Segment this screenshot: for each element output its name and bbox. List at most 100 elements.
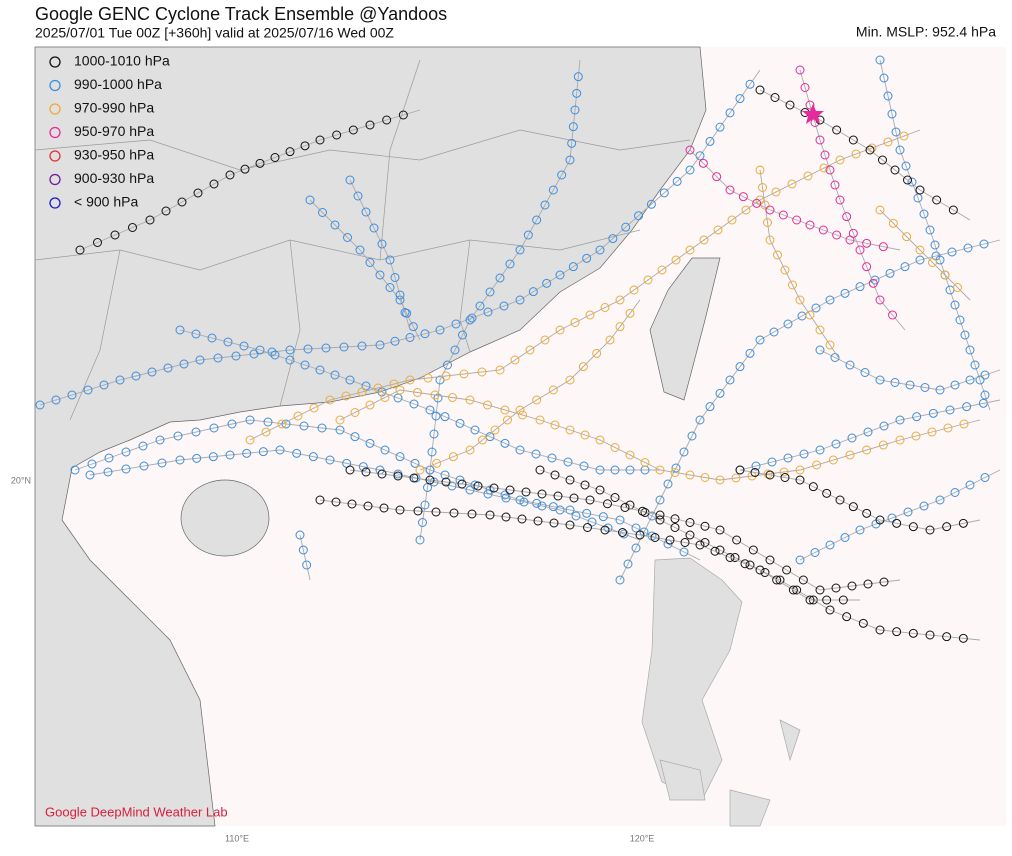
track-point [365, 400, 375, 410]
track-point [465, 315, 475, 325]
track-point [358, 462, 368, 472]
track-point [582, 253, 592, 263]
track-point [568, 122, 578, 132]
track-point [725, 375, 735, 385]
track-point [208, 452, 218, 462]
track-point [348, 125, 358, 135]
track-point [395, 385, 405, 395]
track-point [429, 429, 439, 439]
track-point [570, 318, 580, 327]
track-point [888, 218, 898, 228]
track-point [270, 350, 280, 360]
track-line [349, 469, 901, 591]
track-point [795, 555, 805, 565]
track-point [255, 158, 265, 168]
track-point [838, 595, 848, 605]
track-point [950, 300, 960, 310]
track-point [842, 212, 852, 222]
track-point [341, 391, 351, 401]
track-point [537, 501, 547, 511]
track-point [975, 375, 985, 385]
track-point [335, 415, 345, 425]
track-point [519, 497, 529, 507]
track-point [958, 633, 968, 643]
track-point [911, 431, 921, 441]
track-point [750, 468, 760, 477]
track-point [825, 605, 835, 615]
y-label: 20°N [11, 475, 31, 485]
track-point [900, 262, 910, 272]
track-point [810, 548, 820, 557]
track-point [270, 153, 280, 162]
track-point [615, 515, 625, 525]
track-point [339, 342, 349, 352]
track-point [390, 273, 400, 282]
track-point [350, 432, 360, 442]
track-point [831, 439, 841, 449]
track-point [83, 385, 93, 395]
track-point [70, 465, 80, 475]
border [69, 249, 121, 421]
track-point [887, 109, 897, 119]
track-line [799, 69, 906, 331]
track-point [373, 383, 383, 393]
track-point [343, 233, 352, 242]
track-point [213, 353, 223, 363]
track-point [540, 200, 550, 210]
track-point [899, 131, 909, 141]
track-point [603, 499, 612, 509]
track-point [892, 627, 902, 637]
track-point [295, 530, 305, 540]
track-point [525, 345, 535, 355]
track-point [615, 295, 625, 305]
track-point [685, 518, 695, 527]
track-line [339, 389, 981, 481]
track-line [419, 299, 641, 471]
track-point [277, 419, 287, 429]
track-point [960, 330, 970, 340]
track-point [610, 465, 620, 475]
track-point [475, 301, 485, 311]
track-point [646, 199, 656, 209]
track-point [935, 495, 945, 505]
track-point [650, 533, 660, 542]
subtitle: 2025/07/01 Tue 00Z [+360h] valid at 2025… [35, 25, 394, 41]
track-point [500, 438, 510, 448]
track-point [940, 270, 950, 280]
track-point [535, 415, 545, 425]
track-point [935, 385, 945, 395]
track-point [848, 228, 858, 238]
track-point [85, 470, 95, 480]
track-point [698, 158, 708, 168]
track-point [555, 270, 565, 280]
track-point [615, 575, 625, 585]
track-point [542, 278, 552, 288]
track-point [955, 315, 965, 325]
track-point [420, 500, 430, 510]
track-point [193, 188, 203, 198]
track-point [510, 355, 520, 365]
track-point [685, 145, 695, 155]
track-point [517, 514, 527, 524]
track-point [625, 465, 635, 475]
track-point [942, 632, 952, 642]
track-point [303, 344, 313, 354]
track-point [423, 373, 433, 383]
track-point [175, 325, 185, 335]
track-point [550, 420, 560, 430]
track-point [715, 122, 725, 132]
track-point [610, 443, 620, 452]
track-point [345, 175, 355, 185]
track-point [361, 207, 371, 217]
track-point [115, 375, 125, 385]
track-point [448, 452, 458, 462]
track-line [79, 109, 421, 251]
track-point [685, 165, 695, 175]
track-point [231, 351, 241, 361]
track-point [540, 335, 550, 345]
track-point [455, 418, 465, 428]
track-point [363, 501, 373, 511]
track-point [710, 546, 720, 556]
track-point [840, 533, 850, 542]
